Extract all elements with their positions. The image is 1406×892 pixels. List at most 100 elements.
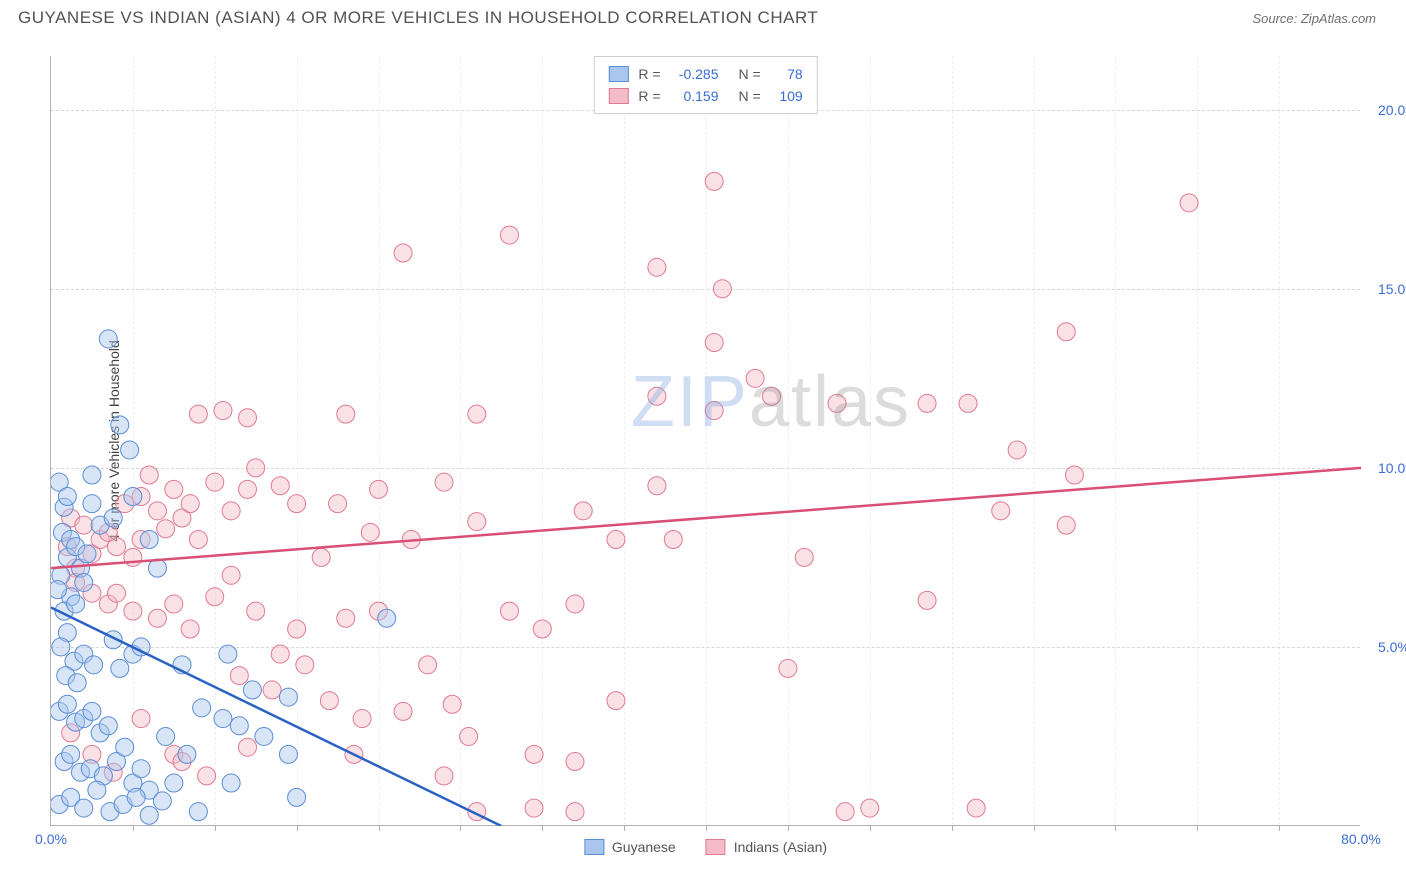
legend-item-guyanese: Guyanese (584, 839, 676, 855)
n-value-guyanese: 78 (771, 63, 803, 85)
scatter-point (214, 402, 232, 420)
chart-header: GUYANESE VS INDIAN (ASIAN) 4 OR MORE VEH… (0, 0, 1406, 40)
scatter-point (525, 799, 543, 817)
r-label: R = (638, 85, 660, 107)
scatter-point (713, 280, 731, 298)
scatter-point (967, 799, 985, 817)
scatter-point (574, 502, 592, 520)
scatter-point (189, 405, 207, 423)
scatter-point (378, 609, 396, 627)
scatter-point (525, 745, 543, 763)
scatter-point (219, 645, 237, 663)
scatter-point (795, 548, 813, 566)
scatter-point (181, 620, 199, 638)
scatter-point (193, 699, 211, 717)
scatter-point (460, 727, 478, 745)
scatter-point (230, 667, 248, 685)
scatter-point (52, 638, 70, 656)
scatter-point (51, 581, 67, 599)
scatter-point (127, 788, 145, 806)
scatter-point (828, 394, 846, 412)
scatter-point (206, 473, 224, 491)
scatter-point (296, 656, 314, 674)
swatch-indian (608, 88, 628, 104)
scatter-point (206, 588, 224, 606)
scatter-point (566, 803, 584, 821)
x-tick-label: 80.0% (1341, 831, 1381, 847)
scatter-point (705, 172, 723, 190)
scatter-point (85, 656, 103, 674)
scatter-point (648, 477, 666, 495)
scatter-point (312, 548, 330, 566)
legend-label-indian: Indians (Asian) (734, 839, 827, 855)
scatter-point (918, 394, 936, 412)
scatter-point (566, 753, 584, 771)
scatter-point (62, 745, 80, 763)
scatter-point (140, 530, 158, 548)
scatter-point (271, 645, 289, 663)
plot-area: 4 or more Vehicles in Household R = -0.2… (50, 56, 1360, 826)
scatter-point (239, 480, 257, 498)
scatter-point (443, 695, 461, 713)
scatter-point (148, 559, 166, 577)
scatter-point (648, 258, 666, 276)
scatter-point (263, 681, 281, 699)
y-tick-label: 10.0% (1378, 460, 1406, 476)
scatter-point (288, 788, 306, 806)
legend-row-guyanese: R = -0.285 N = 78 (608, 63, 802, 85)
scatter-point (435, 767, 453, 785)
scatter-point (394, 244, 412, 262)
scatter-point (247, 459, 265, 477)
scatter-point (111, 659, 129, 677)
scatter-point (1057, 516, 1075, 534)
y-tick-label: 15.0% (1378, 281, 1406, 297)
scatter-point (370, 480, 388, 498)
scatter-point (648, 387, 666, 405)
chart-container: 4 or more Vehicles in Household R = -0.2… (50, 56, 1360, 826)
scatter-point (108, 584, 126, 602)
scatter-point (329, 495, 347, 513)
scatter-point (468, 405, 486, 423)
scatter-point (320, 692, 338, 710)
scatter-point (861, 799, 879, 817)
scatter-point (148, 609, 166, 627)
scatter-point (230, 717, 248, 735)
scatter-point (132, 760, 150, 778)
scatter-point (243, 681, 261, 699)
y-tick-label: 20.0% (1378, 102, 1406, 118)
r-value-indian: 0.159 (671, 85, 719, 107)
n-value-indian: 109 (771, 85, 803, 107)
scatter-point (664, 530, 682, 548)
scatter-point (88, 781, 106, 799)
scatter-point (779, 659, 797, 677)
scatter-point (501, 226, 519, 244)
legend-label-guyanese: Guyanese (612, 839, 676, 855)
trend-line (51, 608, 501, 826)
scatter-point (239, 409, 257, 427)
scatter-point (198, 767, 216, 785)
scatter-point (533, 620, 551, 638)
scatter-point (140, 806, 158, 824)
scatter-point (189, 803, 207, 821)
swatch-guyanese (584, 839, 604, 855)
scatter-point (435, 473, 453, 491)
x-tick-label: 0.0% (35, 831, 67, 847)
scatter-point (1008, 441, 1026, 459)
scatter-point (165, 595, 183, 613)
scatter-point (1180, 194, 1198, 212)
scatter-point (1057, 323, 1075, 341)
scatter-point (165, 774, 183, 792)
n-label: N = (739, 85, 761, 107)
scatter-point (836, 803, 854, 821)
scatter-point (763, 387, 781, 405)
scatter-point (99, 330, 117, 348)
scatter-point (104, 509, 122, 527)
scatter-point (918, 591, 936, 609)
scatter-point (746, 369, 764, 387)
scatter-point (181, 495, 199, 513)
scatter-point (75, 799, 93, 817)
scatter-point (189, 530, 207, 548)
scatter-point (255, 727, 273, 745)
scatter-point (394, 702, 412, 720)
scatter-point (132, 710, 150, 728)
